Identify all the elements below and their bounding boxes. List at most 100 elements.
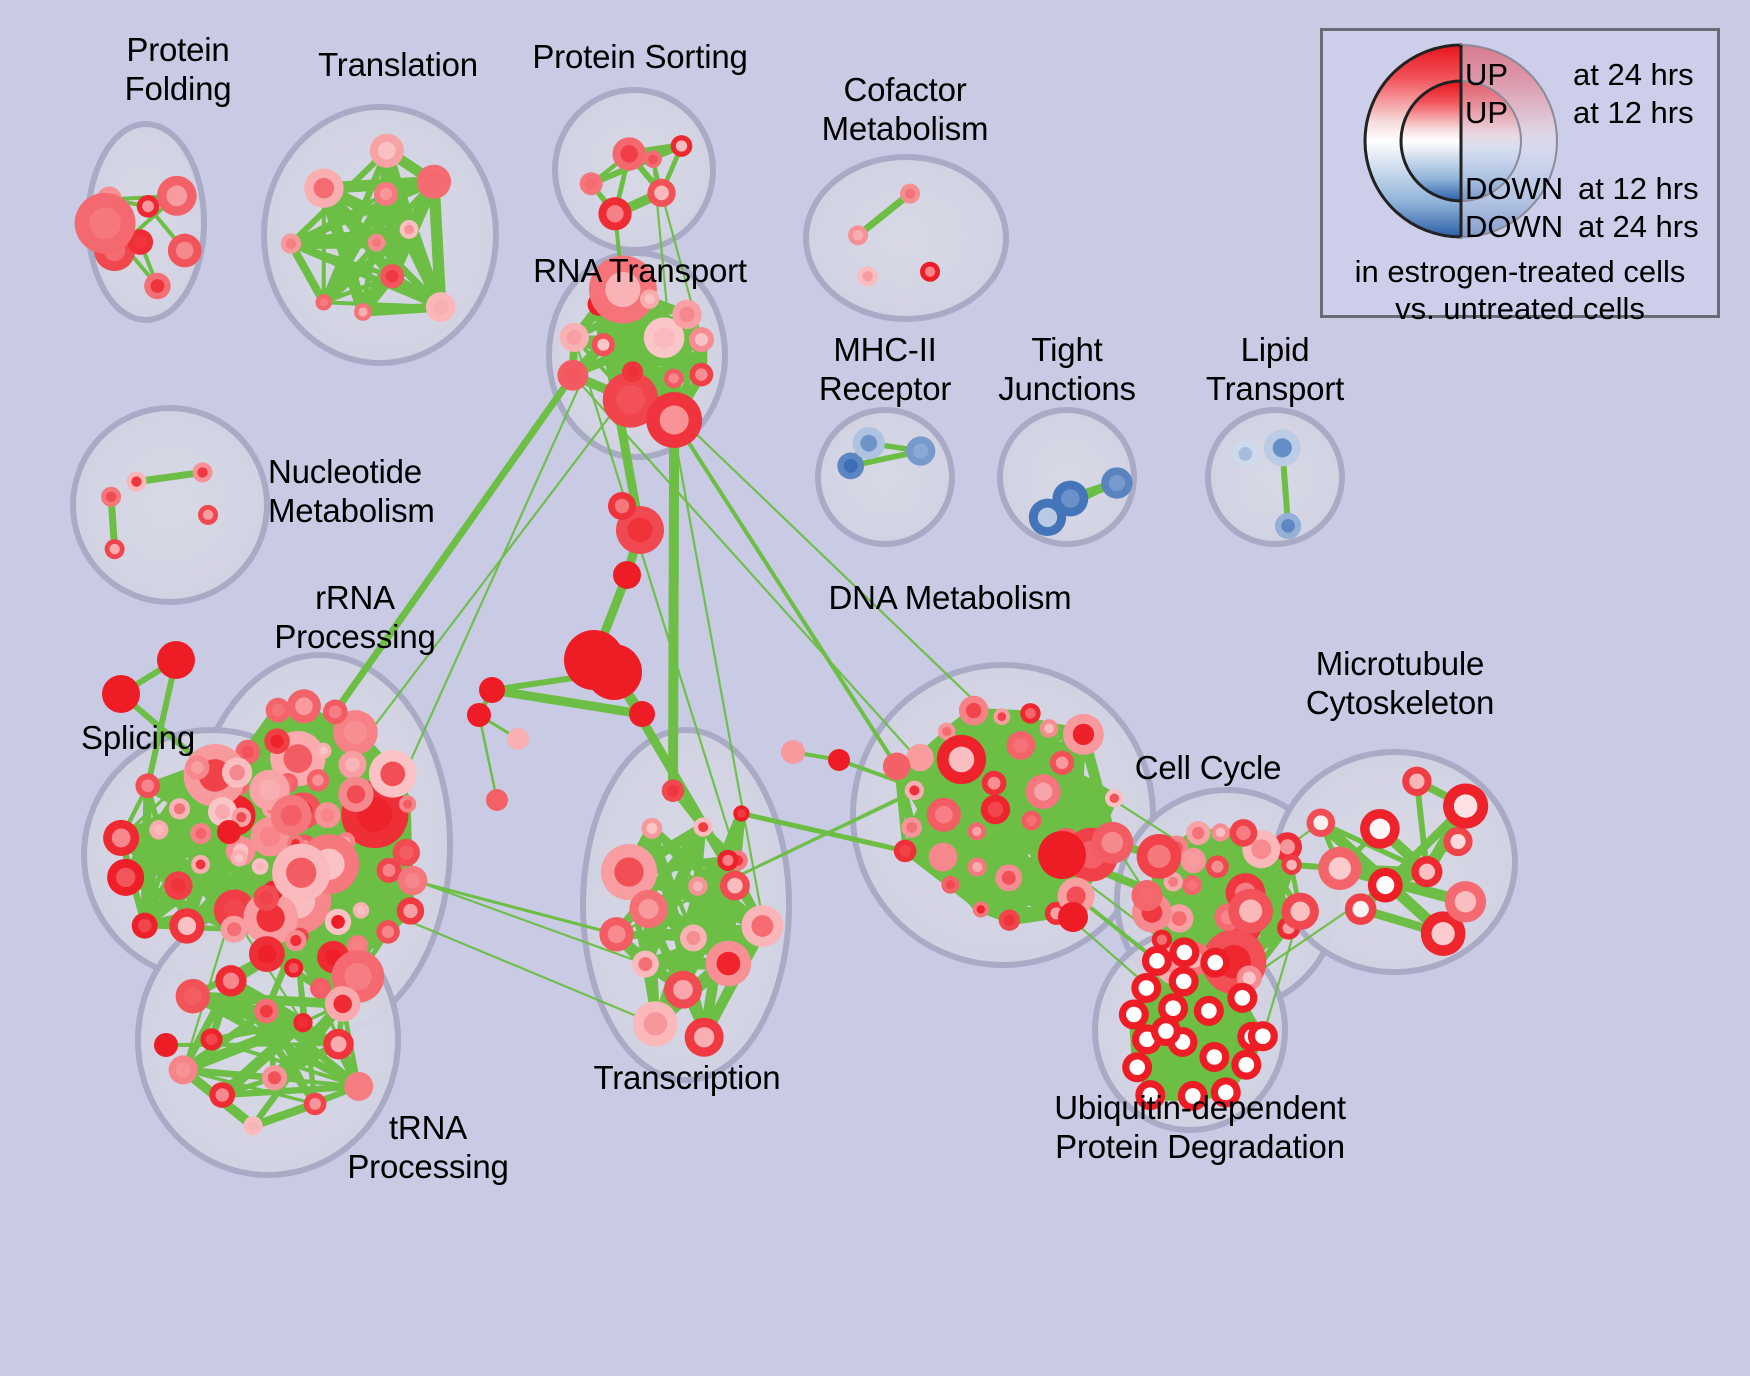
- network-node: [937, 722, 956, 741]
- node-inner-disc-12hr: [1242, 971, 1256, 985]
- network-node: [1025, 774, 1061, 810]
- network-node: [107, 858, 145, 896]
- legend-panel: UP at 24 hrs UP at 12 hrs DOWN at 12 hrs…: [1320, 28, 1720, 326]
- node-inner-disc-12hr: [1175, 973, 1192, 990]
- network-node: [1360, 809, 1400, 849]
- network-node: [264, 728, 290, 754]
- node-inner-disc-12hr: [667, 784, 679, 797]
- node-inner-disc-12hr: [751, 915, 774, 937]
- network-node: [1169, 937, 1200, 968]
- cluster-halo-nucleotide-metabolism: [70, 405, 270, 605]
- network-node: [557, 359, 589, 391]
- node-inner-disc-12hr: [399, 845, 414, 860]
- network-node: [1443, 783, 1489, 829]
- network-node: [1247, 1021, 1278, 1052]
- network-node: [280, 233, 302, 254]
- cluster-halo-lipid-transport: [1205, 407, 1345, 547]
- node-inner-disc-12hr: [686, 931, 701, 945]
- node-inner-disc-12hr: [976, 905, 985, 914]
- node-inner-disc-12hr: [1025, 708, 1036, 719]
- network-node: [1049, 750, 1075, 775]
- node-inner-disc-12hr: [843, 458, 858, 473]
- node-inner-disc-12hr: [183, 987, 202, 1006]
- node-inner-disc-12hr: [1211, 860, 1224, 873]
- node-inner-disc-12hr: [403, 799, 413, 809]
- node-inner-disc-12hr: [597, 338, 610, 351]
- node-inner-disc-12hr: [137, 918, 152, 933]
- network-node: [1038, 831, 1086, 879]
- node-inner-disc-12hr: [1139, 1031, 1155, 1048]
- node-inner-disc-12hr: [1176, 944, 1193, 961]
- node-inner-disc-12hr: [972, 862, 983, 873]
- network-node: [920, 261, 941, 282]
- network-node: [639, 289, 660, 309]
- network-node: [1020, 703, 1041, 724]
- node-inner-disc-12hr: [290, 935, 302, 947]
- node-inner-disc-12hr: [1186, 880, 1198, 891]
- node-inner-disc-12hr: [331, 915, 345, 929]
- node-inner-disc-12hr: [1251, 839, 1272, 860]
- node-inner-disc-12hr: [694, 333, 708, 347]
- network-node: [1210, 1077, 1241, 1108]
- network-node: [399, 220, 419, 239]
- network-node: [688, 876, 708, 896]
- node-inner-disc-12hr: [343, 720, 367, 745]
- network-node: [559, 322, 589, 353]
- cluster-halo-mhc-ii-receptor: [815, 407, 955, 547]
- node-inner-disc-12hr: [948, 746, 975, 773]
- network-node: [1039, 719, 1059, 738]
- network-node: [368, 750, 417, 798]
- network-node: [1281, 892, 1319, 931]
- node-inner-disc-12hr: [1101, 831, 1124, 854]
- network-node: [837, 452, 865, 480]
- network-node: [641, 817, 663, 839]
- network-node: [167, 233, 202, 268]
- network-node: [1344, 893, 1377, 925]
- network-node: [600, 843, 658, 901]
- node-inner-disc-12hr: [1369, 818, 1391, 840]
- node-inner-disc-12hr: [241, 745, 255, 759]
- network-node: [1272, 832, 1303, 862]
- network-node: [261, 1065, 288, 1091]
- network-node: [1062, 713, 1104, 755]
- node-inner-disc-12hr: [131, 476, 142, 487]
- node-inner-disc-12hr: [472, 708, 486, 722]
- network-node: [231, 807, 252, 827]
- network-node: [1131, 880, 1163, 912]
- node-inner-disc-12hr: [1453, 794, 1478, 818]
- label-ubiquitin-protein-degradation: Ubiquitin-dependent Protein Degradation: [1054, 1089, 1346, 1165]
- node-inner-disc-12hr: [223, 899, 246, 921]
- network-node: [848, 225, 869, 246]
- network-node: [154, 1033, 178, 1057]
- network-edge: [164, 1042, 341, 1047]
- network-node: [243, 1116, 263, 1136]
- node-inner-disc-12hr: [425, 172, 443, 191]
- network-node: [209, 1082, 236, 1108]
- network-node: [608, 492, 636, 520]
- node-inner-disc-12hr: [380, 761, 406, 787]
- network-edge: [854, 190, 914, 239]
- node-inner-disc-12hr: [105, 491, 117, 502]
- network-node: [720, 870, 750, 901]
- node-inner-disc-12hr: [942, 726, 952, 737]
- node-inner-disc-12hr: [1272, 438, 1292, 458]
- node-inner-disc-12hr: [1165, 1000, 1181, 1017]
- node-inner-disc-12hr: [352, 940, 364, 952]
- network-node: [893, 839, 917, 863]
- network-node: [315, 294, 332, 311]
- network-node: [136, 195, 160, 218]
- node-inner-disc-12hr: [945, 880, 956, 890]
- node-inner-disc-12hr: [698, 822, 709, 833]
- network-node: [324, 908, 352, 936]
- label-rna-transport: RNA Transport: [533, 252, 747, 289]
- node-inner-disc-12hr: [1034, 782, 1053, 801]
- node-inner-disc-12hr: [1037, 507, 1058, 528]
- node-inner-disc-12hr: [1147, 844, 1171, 869]
- network-node: [135, 773, 161, 799]
- node-inner-disc-12hr: [319, 746, 328, 755]
- network-edge: [293, 938, 305, 1025]
- node-inner-disc-12hr: [404, 224, 414, 235]
- network-node: [397, 865, 428, 896]
- node-inner-disc-12hr: [286, 857, 317, 888]
